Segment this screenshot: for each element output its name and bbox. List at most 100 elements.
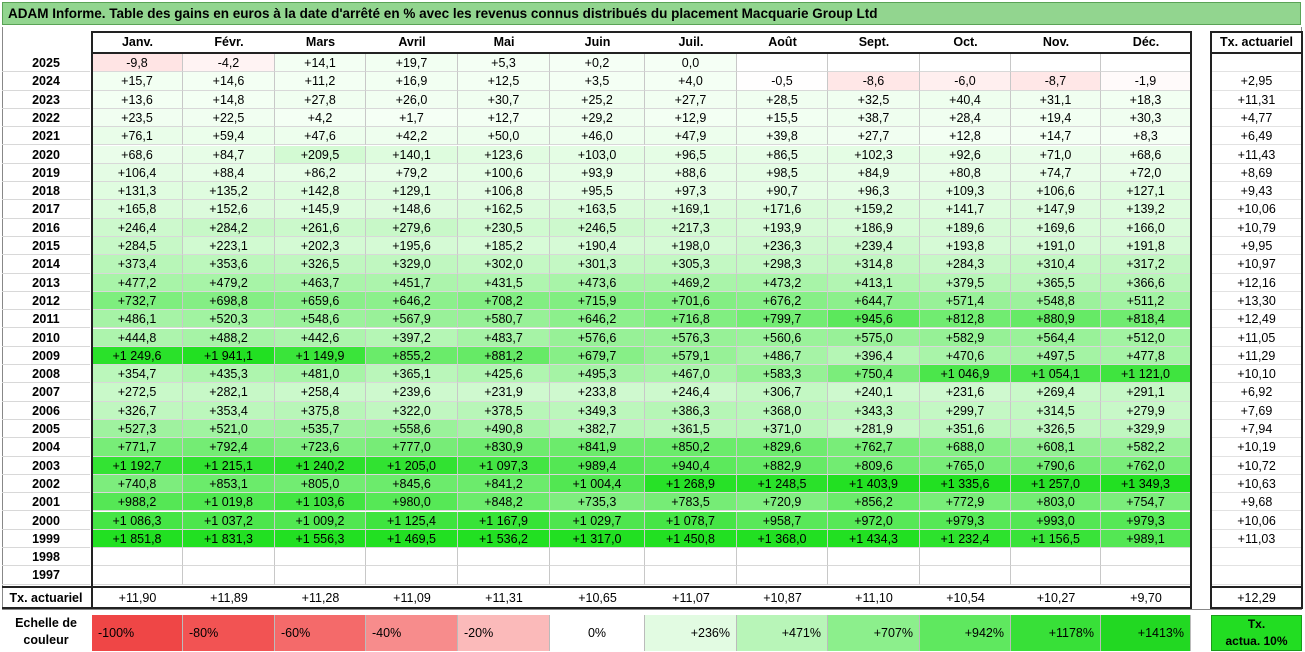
table-cell: +1 249,6 [92, 346, 183, 366]
table-cell: +1 086,3 [92, 511, 183, 530]
table-cell [1101, 54, 1191, 73]
table-cell [275, 566, 366, 585]
table-cell: +15,7 [92, 72, 183, 91]
table-cell: +145,9 [275, 200, 366, 219]
table-cell [1011, 54, 1101, 73]
table-cell: +715,9 [550, 291, 645, 311]
table-cell: +853,1 [183, 474, 275, 494]
table-cell [828, 548, 920, 567]
table-cell: +762,7 [828, 438, 920, 457]
table-cell: +486,7 [737, 346, 828, 366]
row-tx-actuariel: +2,95 [1211, 72, 1302, 91]
year-label: 2009 [2, 347, 90, 366]
table-cell: +162,5 [458, 200, 550, 219]
table-cell: +564,4 [1011, 328, 1101, 347]
table-cell: +805,0 [275, 474, 366, 494]
table-cell: +40,4 [920, 90, 1011, 109]
table-cell: +97,3 [645, 182, 737, 201]
table-cell [828, 566, 920, 585]
table-cell: -8,6 [828, 72, 920, 91]
table-cell [183, 566, 275, 585]
table-cell: +451,7 [366, 273, 458, 292]
table-cell: +106,8 [458, 182, 550, 201]
table-cell: +1 029,7 [550, 511, 645, 530]
table-cell: +958,7 [737, 511, 828, 530]
month-header: Nov. [1042, 35, 1070, 49]
table-cell: +38,7 [828, 108, 920, 128]
table-cell: +413,1 [828, 273, 920, 292]
table-cell: +676,2 [737, 291, 828, 311]
table-cell [366, 566, 458, 585]
table-cell: +246,5 [550, 218, 645, 237]
table-cell: +326,7 [92, 401, 183, 420]
table-cell: +701,6 [645, 291, 737, 311]
month-header: Mars [305, 35, 336, 49]
month-header: Sept. [858, 35, 890, 49]
footer-cell: +11,31 [485, 591, 523, 605]
table-cell: +28,4 [920, 108, 1011, 128]
row-tx-actuariel: +10,06 [1211, 200, 1302, 219]
table-cell: +979,3 [1101, 511, 1191, 530]
table-cell: +100,6 [458, 163, 550, 183]
table-cell: +856,2 [828, 493, 920, 512]
row-tx-actuariel: +10,72 [1211, 457, 1302, 475]
table-cell: +511,2 [1101, 291, 1191, 311]
table-cell: +1 205,0 [366, 456, 458, 475]
year-label: 2002 [2, 475, 90, 494]
table-cell: +84,9 [828, 163, 920, 183]
table-cell: +1 335,6 [920, 474, 1011, 494]
table-cell: +483,7 [458, 328, 550, 347]
table-cell: +302,0 [458, 255, 550, 274]
table-cell [275, 548, 366, 567]
table-cell: +163,5 [550, 200, 645, 219]
color-scale-swatch: -60% [275, 615, 366, 651]
year-label: 2010 [2, 329, 90, 347]
year-label: 1998 [2, 548, 90, 567]
table-cell: +25,2 [550, 90, 645, 109]
table-cell: +765,0 [920, 456, 1011, 475]
year-label: 2013 [2, 274, 90, 292]
table-cell: +463,7 [275, 273, 366, 292]
table-cell: -6,0 [920, 72, 1011, 91]
table-border [91, 31, 93, 609]
table-cell: +329,9 [1101, 420, 1191, 439]
month-header: Févr. [214, 35, 244, 49]
table-border [91, 52, 1192, 54]
table-cell: +567,9 [366, 310, 458, 329]
table-cell: +576,6 [550, 328, 645, 347]
table-cell: +790,6 [1011, 456, 1101, 475]
year-label: 2012 [2, 292, 90, 311]
table-cell: +14,7 [1011, 127, 1101, 146]
table-cell: +68,6 [1101, 145, 1191, 164]
row-tx-actuariel: +10,63 [1211, 475, 1302, 494]
table-cell: +979,3 [920, 511, 1011, 530]
table-cell: +14,1 [275, 54, 366, 73]
table-cell: +109,3 [920, 182, 1011, 201]
table-cell: +375,8 [275, 401, 366, 420]
color-scale-swatch: -100% [92, 615, 183, 651]
table-cell: +1 121,0 [1101, 365, 1191, 384]
footer-cell: +11,10 [855, 591, 893, 605]
table-cell: +281,9 [828, 420, 920, 439]
table-cell: +771,7 [92, 438, 183, 457]
table-cell: +193,9 [737, 218, 828, 237]
table-cell: +1 156,5 [1011, 529, 1101, 549]
table-cell: +608,1 [1011, 438, 1101, 457]
row-tx-actuariel: +9,95 [1211, 237, 1302, 256]
table-cell: +141,7 [920, 200, 1011, 219]
row-tx-actuariel: +12,16 [1211, 274, 1302, 292]
table-cell: +989,4 [550, 456, 645, 475]
table-cell: +560,6 [737, 328, 828, 347]
table-cell: +1 831,3 [183, 529, 275, 549]
table-cell: +479,2 [183, 273, 275, 292]
table-cell: +799,7 [737, 310, 828, 329]
table-cell: +732,7 [92, 291, 183, 311]
table-cell: +1 403,9 [828, 474, 920, 494]
color-scale-swatch: +942% [920, 615, 1011, 651]
year-label: 2015 [2, 237, 90, 256]
row-tx-actuariel: +11,43 [1211, 146, 1302, 164]
table-cell: +239,4 [828, 237, 920, 256]
row-tx-actuariel: +11,31 [1211, 91, 1302, 109]
table-cell: +535,7 [275, 420, 366, 439]
table-border [91, 31, 1192, 33]
